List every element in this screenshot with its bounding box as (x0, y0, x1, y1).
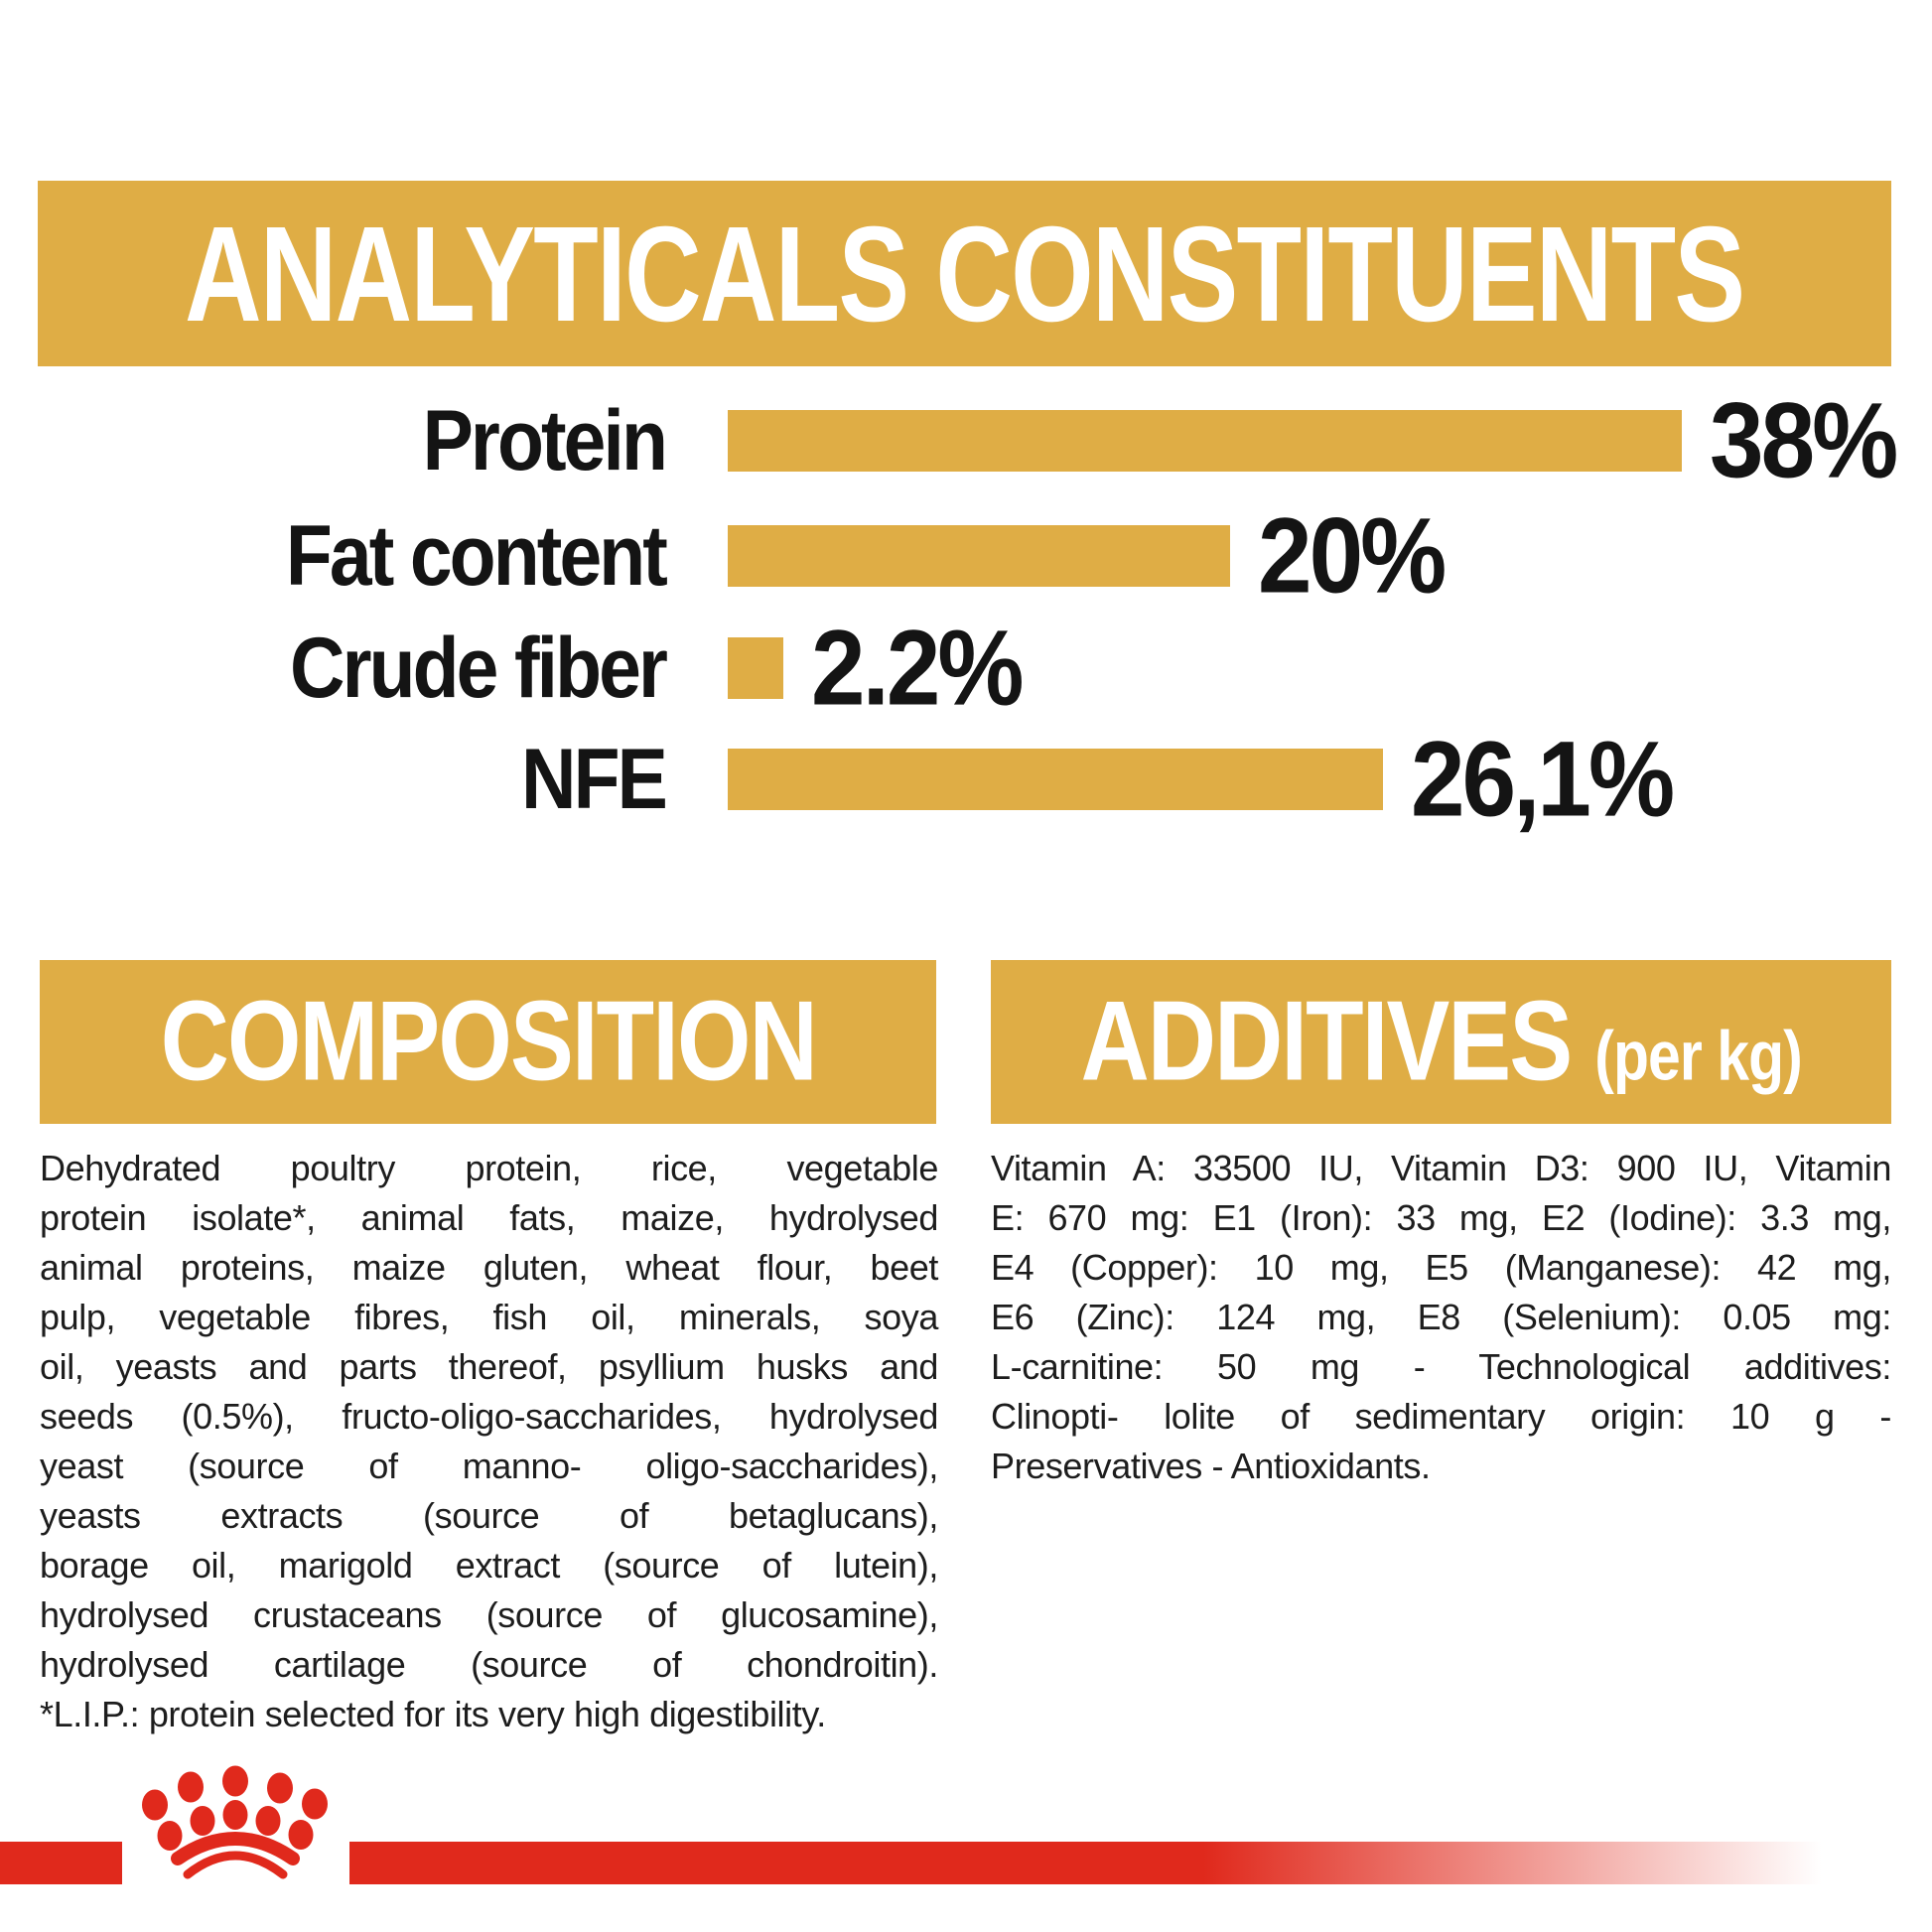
chart-bar (728, 749, 1383, 810)
composition-line: seeds (0.5%), fructo-oligo-saccharides, … (40, 1396, 938, 1437)
additives-line: Preservatives - Antioxidants. (991, 1446, 1431, 1486)
composition-text: Dehydrated poultry protein, rice, vegeta… (40, 1144, 938, 1739)
chart-value-label: 38% (1710, 380, 1898, 501)
chart-value-label: 2.2% (811, 608, 1025, 729)
composition-line: animal proteins, maize gluten, wheat flo… (40, 1247, 938, 1288)
red-rule-left (0, 1842, 122, 1884)
composition-line: hydrolysed cartilage (source of chondroi… (40, 1644, 938, 1685)
additives-banner: ADDITIVES (per kg) (991, 960, 1891, 1124)
chart-row-nfe: NFE 26,1% (40, 719, 1678, 840)
chart-row-protein: Protein 38% (40, 380, 1899, 501)
composition-line: yeasts extracts (source of betaglucans), (40, 1495, 938, 1536)
crown-base-arcs (171, 1832, 300, 1879)
additives-heading: ADDITIVES (1080, 978, 1573, 1105)
chart-category-label: Fat content (285, 507, 668, 604)
chart-row-fat-content: Fat content 20% (40, 495, 1448, 617)
additives-line: L-carnitine: 50 mg - Technological addit… (991, 1346, 1891, 1387)
composition-line: hydrolysed crustaceans (source of glucos… (40, 1594, 938, 1635)
chart-category-label: Protein (422, 392, 668, 488)
additives-line: E6 (Zinc): 124 mg, E8 (Selenium): 0.05 m… (991, 1297, 1891, 1337)
composition-line: oil, yeasts and parts thereof, psyllium … (40, 1346, 938, 1387)
additives-line: E: 670 mg: E1 (Iron): 33 mg, E2 (Iodine)… (991, 1197, 1891, 1238)
additives-line: E4 (Copper): 10 mg, E5 (Manganese): 42 m… (991, 1247, 1891, 1288)
composition-line: yeast (source of manno- oligo-saccharide… (40, 1446, 938, 1486)
composition-heading: COMPOSITION (160, 978, 817, 1105)
red-rule-right (349, 1842, 1822, 1884)
footer-brand-strip (0, 1727, 1932, 1932)
composition-banner: COMPOSITION (40, 960, 936, 1124)
page-title: ANALYTICALS CONSTITUENTS (185, 198, 1745, 349)
additives-line: Vitamin A: 33500 IU, Vitamin D3: 900 IU,… (991, 1148, 1891, 1188)
chart-value-label: 26,1% (1411, 719, 1675, 840)
chart-bar (728, 525, 1230, 587)
chart-value-label: 20% (1258, 495, 1447, 617)
composition-line: protein isolate*, animal fats, maize, hy… (40, 1197, 938, 1238)
composition-line: Dehydrated poultry protein, rice, vegeta… (40, 1148, 938, 1188)
additives-text: Vitamin A: 33500 IU, Vitamin D3: 900 IU,… (991, 1144, 1891, 1491)
composition-line: pulp, vegetable fibres, fish oil, minera… (40, 1297, 938, 1337)
royal-canin-crown-icon (0, 1765, 1822, 1884)
composition-line: *L.I.P.: protein selected for its very h… (40, 1694, 826, 1734)
chart-bar (728, 410, 1682, 472)
composition-line: borage oil, marigold extract (source of … (40, 1545, 938, 1586)
analyticals-constituents-banner: ANALYTICALS CONSTITUENTS (38, 181, 1891, 366)
crown-pearls (142, 1765, 328, 1851)
additives-heading-wrap: ADDITIVES (per kg) (1080, 977, 1802, 1107)
analyticals-bar-chart: Protein 38% Fat content 20% Crude fiber 2.2% N… (40, 387, 1898, 840)
chart-row-crude-fiber: Crude fiber 2.2% (40, 608, 1026, 729)
additives-line: Clinopti- lolite of sedimentary origin: … (991, 1396, 1891, 1437)
chart-category-label: NFE (521, 731, 668, 827)
chart-category-label: Crude fiber (290, 620, 668, 716)
additives-heading-suffix: (per kg) (1594, 1016, 1802, 1095)
chart-bar (728, 637, 783, 699)
